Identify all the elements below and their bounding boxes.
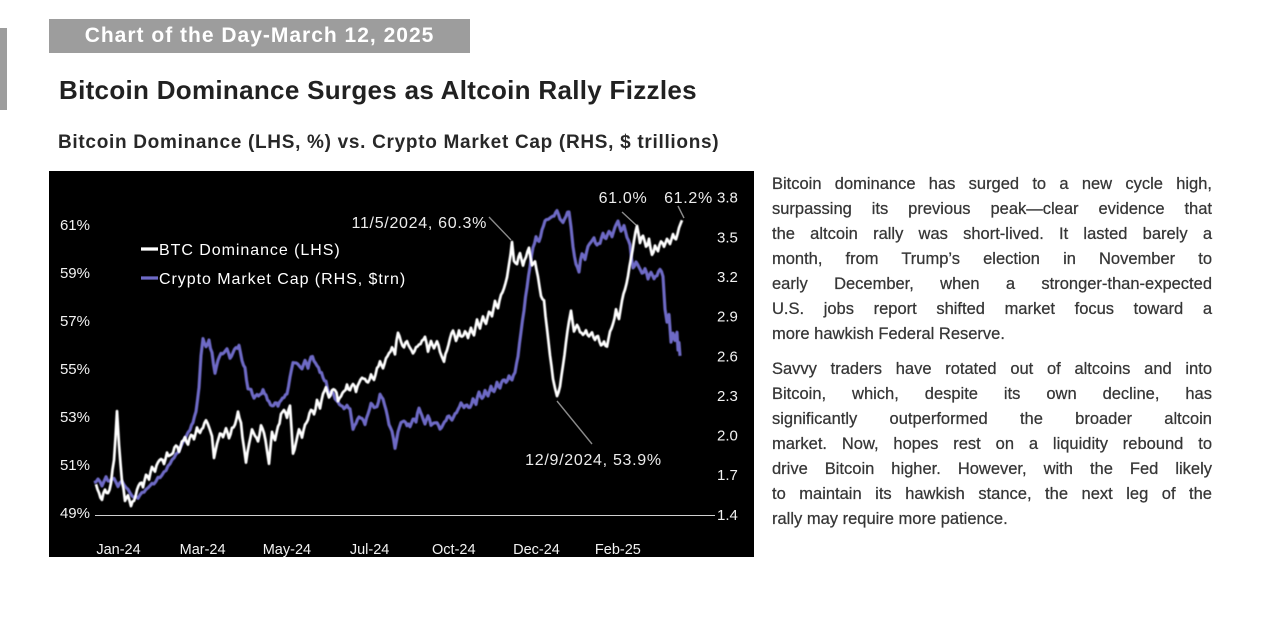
svg-text:1.7: 1.7 xyxy=(717,467,738,484)
svg-text:3.8: 3.8 xyxy=(717,190,738,207)
svg-text:2.3: 2.3 xyxy=(717,388,738,405)
svg-text:11/5/2024, 60.3%: 11/5/2024, 60.3% xyxy=(352,215,487,232)
svg-text:3.5: 3.5 xyxy=(717,229,738,246)
svg-text:53%: 53% xyxy=(60,409,90,426)
svg-text:59%: 59% xyxy=(60,265,90,282)
svg-text:May-24: May-24 xyxy=(263,542,311,557)
svg-text:61.0%: 61.0% xyxy=(599,190,648,207)
svg-text:Dec-24: Dec-24 xyxy=(513,542,560,557)
svg-text:Feb-25: Feb-25 xyxy=(595,542,641,557)
svg-text:55%: 55% xyxy=(60,361,90,378)
svg-text:61.2%: 61.2% xyxy=(664,190,713,207)
svg-text:49%: 49% xyxy=(60,505,90,522)
svg-text:Jan-24: Jan-24 xyxy=(96,542,140,557)
svg-text:1.4: 1.4 xyxy=(717,507,738,524)
svg-text:61%: 61% xyxy=(60,217,90,234)
svg-text:12/9/2024, 53.9%: 12/9/2024, 53.9% xyxy=(525,452,662,469)
svg-text:Crypto Market Cap (RHS, $trn): Crypto Market Cap (RHS, $trn) xyxy=(159,271,406,288)
svg-text:BTC Dominance (LHS): BTC Dominance (LHS) xyxy=(159,242,341,259)
svg-text:Jul-24: Jul-24 xyxy=(350,542,390,557)
svg-text:Oct-24: Oct-24 xyxy=(432,542,476,557)
svg-text:2.0: 2.0 xyxy=(717,428,738,445)
svg-text:51%: 51% xyxy=(60,457,90,474)
svg-text:57%: 57% xyxy=(60,313,90,330)
svg-text:2.9: 2.9 xyxy=(717,309,738,326)
svg-text:2.6: 2.6 xyxy=(717,348,738,365)
svg-text:Mar-24: Mar-24 xyxy=(180,542,226,557)
svg-text:3.2: 3.2 xyxy=(717,269,738,286)
